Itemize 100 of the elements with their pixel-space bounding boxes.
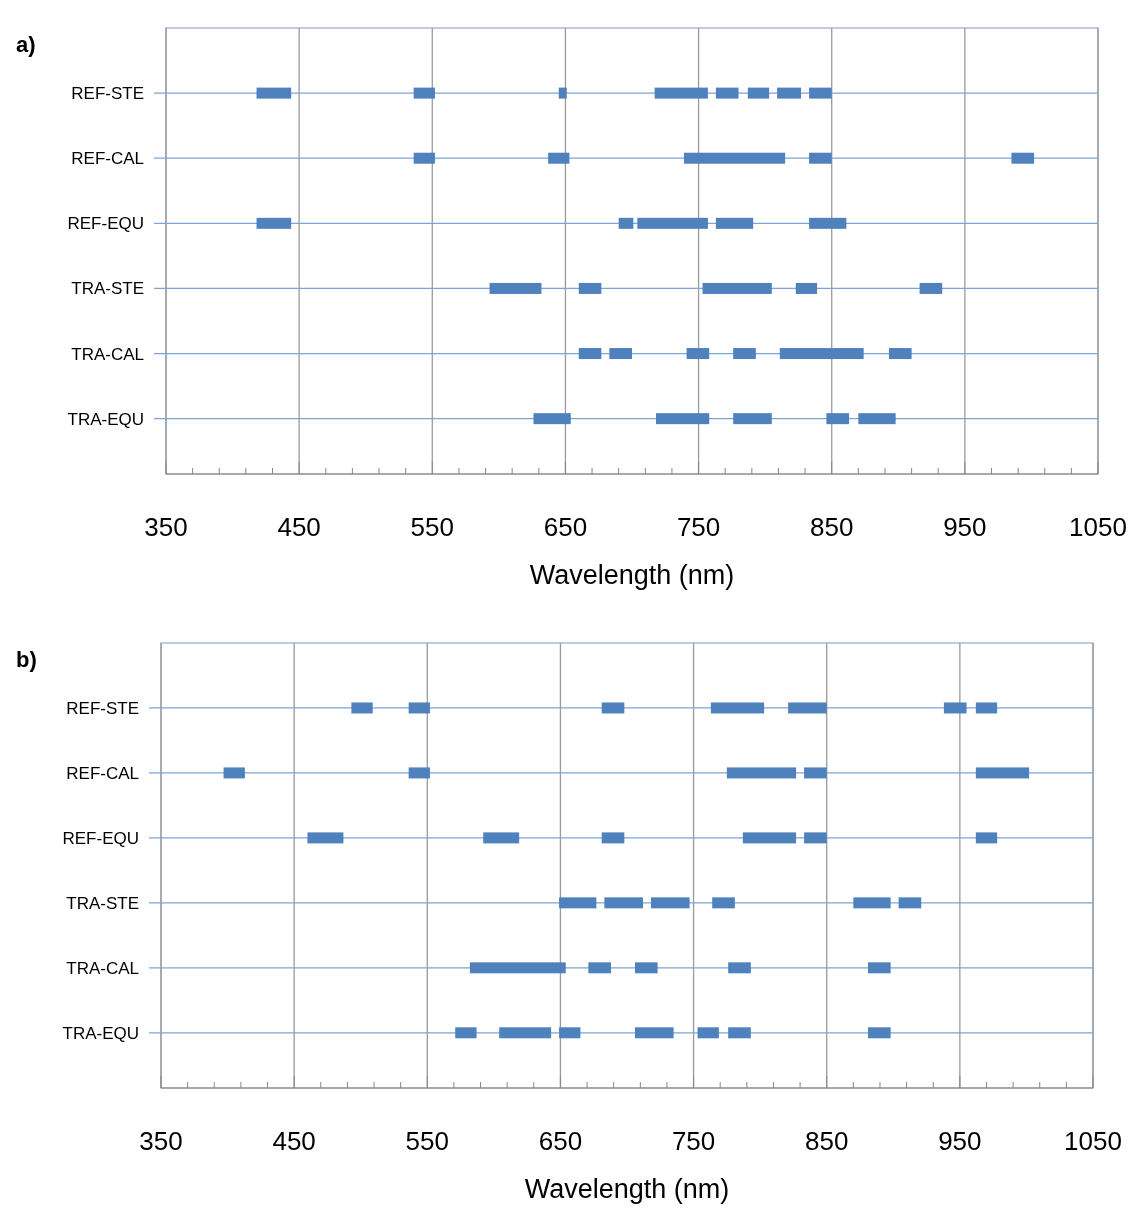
bar — [728, 962, 751, 974]
bar — [742, 832, 797, 844]
bar — [779, 348, 864, 360]
chart-title: a) — [16, 32, 36, 57]
x-tick-label: 450 — [272, 1126, 316, 1156]
bar — [697, 1027, 719, 1039]
bar — [867, 962, 891, 974]
x-axis-title: Wavelength (nm) — [524, 1174, 730, 1204]
bar — [728, 1027, 751, 1039]
bar — [256, 217, 292, 229]
bar — [975, 702, 998, 714]
bar — [533, 413, 571, 425]
y-tick-label: REF-STE — [71, 84, 144, 104]
bar — [898, 897, 922, 909]
x-tick-label: 550 — [410, 512, 454, 542]
bar — [686, 348, 710, 360]
bar — [558, 87, 567, 99]
y-tick-label: TRA-STE — [71, 279, 144, 299]
bar — [548, 152, 570, 164]
bar — [804, 832, 827, 844]
bar — [578, 348, 602, 360]
bar — [715, 217, 754, 229]
bar — [804, 767, 827, 779]
x-tick-label: 850 — [805, 1126, 849, 1156]
bar — [559, 1027, 581, 1039]
x-tick-label: 1050 — [1064, 1126, 1122, 1156]
bar — [408, 702, 430, 714]
bar — [637, 217, 708, 229]
bar — [650, 897, 690, 909]
bar — [795, 282, 818, 294]
x-tick-label: 550 — [405, 1126, 449, 1156]
bar — [618, 217, 634, 229]
bar — [413, 152, 435, 164]
bar — [634, 1027, 674, 1039]
y-tick-label: TRA-STE — [66, 893, 139, 913]
bar — [483, 832, 520, 844]
bar — [578, 282, 602, 294]
bar — [715, 87, 739, 99]
bar — [733, 413, 772, 425]
y-tick-label: REF-EQU — [67, 214, 144, 234]
bar — [413, 87, 435, 99]
x-tick-label: 650 — [538, 1126, 583, 1156]
y-tick-label: TRA-CAL — [71, 344, 144, 364]
bar — [655, 413, 710, 425]
x-axis-title: Wavelength (nm) — [529, 560, 735, 590]
y-tick-label: TRA-EQU — [62, 1023, 139, 1043]
bar — [975, 767, 1030, 779]
bar — [853, 897, 891, 909]
bar — [604, 897, 643, 909]
bar — [408, 767, 430, 779]
bar — [712, 897, 735, 909]
bar — [702, 282, 772, 294]
x-tick-label: 950 — [938, 1126, 982, 1156]
x-tick-label: 950 — [943, 512, 987, 542]
y-tick-label: TRA-EQU — [67, 409, 144, 429]
bar — [351, 702, 373, 714]
bar — [943, 702, 967, 714]
y-tick-label: REF-CAL — [66, 763, 139, 783]
bar — [1011, 152, 1035, 164]
x-tick-label: 350 — [144, 512, 188, 542]
x-tick-label: 750 — [676, 512, 721, 542]
bar — [809, 152, 832, 164]
y-tick-label: REF-EQU — [62, 828, 139, 848]
y-tick-label: REF-STE — [66, 698, 139, 718]
bar — [747, 87, 770, 99]
bar — [888, 348, 912, 360]
x-tick-label: 650 — [543, 512, 588, 542]
x-tick-label: 750 — [671, 1126, 716, 1156]
bar — [588, 962, 612, 974]
bar — [777, 87, 802, 99]
x-tick-label: 350 — [139, 1126, 183, 1156]
x-tick-label: 1050 — [1069, 512, 1127, 542]
bar — [559, 897, 597, 909]
bar — [499, 1027, 552, 1039]
bar — [489, 282, 542, 294]
bar — [654, 87, 708, 99]
x-tick-label: 450 — [277, 512, 321, 542]
chart-title: b) — [16, 647, 37, 672]
bar — [609, 348, 632, 360]
bar — [455, 1027, 477, 1039]
bar — [858, 413, 896, 425]
bar — [826, 413, 850, 425]
x-tick-label: 850 — [810, 512, 854, 542]
y-tick-label: REF-CAL — [71, 149, 144, 169]
bar — [809, 87, 832, 99]
bar — [867, 1027, 891, 1039]
bar — [809, 217, 847, 229]
bar — [788, 702, 827, 714]
bar — [919, 282, 943, 294]
bar — [469, 962, 566, 974]
bar — [601, 702, 625, 714]
bar — [733, 348, 756, 360]
bar — [634, 962, 658, 974]
bar — [307, 832, 344, 844]
bar — [710, 702, 765, 714]
bar — [726, 767, 797, 779]
y-tick-label: TRA-CAL — [66, 958, 139, 978]
bar — [256, 87, 292, 99]
bar — [975, 832, 998, 844]
bar — [601, 832, 625, 844]
